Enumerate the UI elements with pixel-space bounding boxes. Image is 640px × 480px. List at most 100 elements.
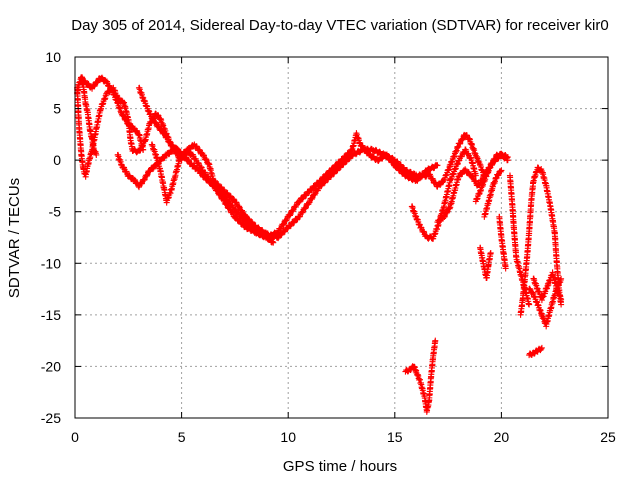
data-point: [190, 162, 197, 169]
data-point: [526, 301, 533, 308]
data-point: [346, 155, 353, 162]
data-point: [305, 189, 312, 196]
data-point: [126, 120, 133, 127]
y-tick-label: -15: [41, 307, 61, 323]
x-tick-label: 0: [71, 429, 79, 445]
data-point: [318, 182, 325, 189]
x-tick-label: 20: [494, 429, 510, 445]
data-point: [275, 235, 282, 242]
data-point: [339, 157, 346, 164]
data-point: [274, 230, 281, 237]
data-point: [296, 198, 303, 205]
y-tick-label: -5: [49, 204, 62, 220]
data-point: [155, 122, 162, 129]
data-point: [198, 163, 205, 170]
series-arc-5: [135, 84, 430, 242]
series-arc-2: [74, 84, 185, 180]
y-tick-label: 10: [45, 49, 61, 65]
data-point: [558, 296, 565, 303]
data-point: [173, 145, 180, 152]
data-point: [269, 238, 276, 245]
data-point: [217, 191, 224, 198]
data-point: [207, 177, 214, 184]
data-point: [93, 151, 100, 158]
x-tick-label: 10: [280, 429, 296, 445]
data-point: [211, 182, 218, 189]
data-point: [227, 192, 234, 199]
data-point: [302, 205, 309, 212]
chart-title: Day 305 of 2014, Sidereal Day-to-day VTE…: [71, 17, 608, 34]
data-point: [321, 174, 328, 181]
x-tick-label: 5: [178, 429, 186, 445]
y-tick-label: 5: [53, 101, 61, 117]
data-point: [214, 186, 221, 193]
series-arc-3: [78, 74, 147, 153]
y-axis-label: SDTVAR / TECUs: [6, 178, 23, 298]
data-point: [299, 209, 306, 216]
data-point: [558, 301, 565, 308]
data-point: [284, 225, 291, 232]
series-arc-19: [402, 337, 439, 415]
data-point: [239, 207, 246, 214]
data-point: [526, 285, 533, 292]
data-point: [538, 344, 545, 351]
x-tick-label: 25: [600, 429, 616, 445]
data-point: [487, 249, 494, 256]
series-arc-10: [472, 150, 511, 205]
data-point: [504, 154, 511, 161]
data-point: [333, 162, 340, 169]
data-point: [185, 156, 192, 163]
data-point: [503, 154, 510, 161]
data-point: [348, 146, 355, 153]
series-arc-11: [481, 167, 505, 220]
data-point: [165, 151, 172, 158]
data-point: [146, 168, 153, 175]
data-point: [324, 171, 331, 178]
data-point: [538, 345, 545, 352]
data-point: [383, 151, 390, 158]
data-point: [223, 200, 230, 207]
series-arc-14: [506, 172, 533, 308]
y-axis-ticks: 10 5 0 -5 -10 -15 -20 -25: [41, 49, 608, 426]
y-tick-label: -10: [41, 255, 61, 271]
series-arc-17: [530, 269, 565, 304]
data-point: [230, 196, 237, 203]
series-arc-6: [148, 130, 441, 241]
data-point: [270, 239, 277, 246]
data-point: [277, 226, 284, 233]
series-arc-18: [526, 344, 545, 359]
data-point: [558, 275, 565, 282]
data-points: [74, 74, 565, 415]
data-point: [280, 221, 287, 228]
data-point: [204, 173, 211, 180]
data-point: [308, 196, 315, 203]
series-arc-7: [423, 131, 492, 190]
data-point: [497, 168, 504, 175]
data-point: [99, 74, 106, 81]
data-point: [286, 212, 293, 219]
series-arc-8: [408, 146, 479, 242]
data-point: [154, 111, 161, 118]
x-axis-label: GPS time / hours: [283, 458, 397, 475]
x-axis-ticks: 0 5 10 15 20 25: [71, 57, 616, 445]
data-point: [140, 146, 147, 153]
data-point: [330, 166, 337, 173]
x-tick-label: 15: [387, 429, 403, 445]
data-point: [497, 168, 504, 175]
data-point: [245, 215, 252, 222]
data-point: [196, 146, 203, 153]
plot-frame: [74, 56, 609, 419]
series-arc-16: [526, 275, 565, 330]
data-point: [434, 162, 441, 169]
y-tick-label: -20: [41, 358, 61, 374]
data-point: [158, 126, 165, 133]
data-point: [375, 157, 382, 164]
data-point: [502, 265, 509, 272]
data-point: [236, 203, 243, 210]
series-arc-12: [477, 244, 494, 282]
series-arc-13: [496, 213, 509, 272]
data-point: [437, 181, 444, 188]
data-point: [233, 199, 240, 206]
data-point: [315, 180, 322, 187]
